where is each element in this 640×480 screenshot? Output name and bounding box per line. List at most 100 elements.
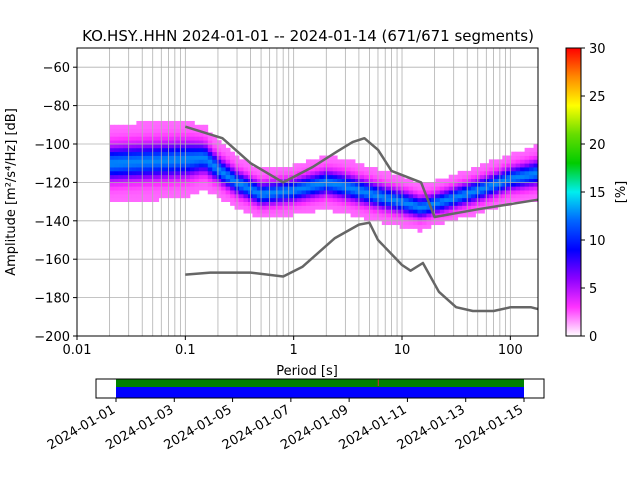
heatmap-cell	[131, 147, 137, 153]
heatmap-cell	[221, 163, 227, 168]
heatmap-cell	[520, 167, 526, 172]
heatmap-cell	[497, 201, 503, 206]
heatmap-cell	[341, 182, 347, 187]
heatmap-cell	[368, 205, 374, 210]
heatmap-cell	[332, 193, 338, 199]
heatmap-cell	[140, 144, 146, 149]
heatmap-cell	[212, 163, 218, 168]
heatmap-cell	[181, 120, 186, 126]
x-tick-label: 0.01	[63, 343, 92, 358]
heatmap-cell	[243, 167, 249, 172]
heatmap-cell	[167, 124, 173, 130]
heatmap-cell	[279, 213, 285, 218]
heatmap-cell	[328, 170, 334, 176]
heatmap-cell	[332, 170, 338, 176]
heatmap-cell	[430, 197, 436, 202]
heatmap-cell	[225, 174, 231, 179]
heatmap-cell	[243, 170, 249, 176]
heatmap-cell	[207, 136, 213, 141]
heatmap-cell	[118, 170, 124, 176]
heatmap-cell	[471, 193, 476, 199]
heatmap-cell	[408, 182, 414, 187]
heatmap-cell	[225, 193, 231, 199]
heatmap-cell	[216, 186, 222, 191]
heatmap-cell	[131, 186, 137, 191]
heatmap-cell	[484, 193, 490, 199]
heatmap-cell	[181, 132, 186, 137]
heatmap-cell	[194, 178, 200, 183]
heatmap-cell	[261, 205, 267, 210]
heatmap-cell	[404, 224, 409, 229]
heatmap-cell	[493, 178, 499, 183]
heatmap-cell	[395, 178, 401, 183]
heatmap-cell	[488, 163, 494, 168]
heatmap-cell	[328, 155, 334, 160]
heatmap-cell	[239, 201, 244, 206]
heatmap-cell	[145, 178, 151, 183]
heatmap-cell	[417, 213, 423, 218]
heatmap-cell	[310, 197, 316, 202]
heatmap-cell	[163, 182, 169, 187]
heatmap-cell	[488, 170, 494, 176]
heatmap-cell	[123, 186, 128, 191]
heatmap-cell	[154, 147, 160, 153]
heatmap-cell	[377, 213, 383, 218]
heatmap-cell	[524, 174, 530, 179]
heatmap-cell	[439, 193, 445, 199]
heatmap-cell	[207, 182, 213, 187]
heatmap-cell	[145, 167, 151, 172]
heatmap-cell	[283, 213, 289, 218]
heatmap-cell	[145, 144, 151, 149]
heatmap-cell	[136, 178, 142, 183]
heatmap-cell	[346, 201, 351, 206]
heatmap-cell	[243, 190, 249, 195]
heatmap-cell	[417, 190, 423, 195]
heatmap-cell	[310, 186, 316, 191]
heatmap-cell	[529, 178, 534, 183]
heatmap-cell	[221, 197, 227, 202]
heatmap-cell	[413, 213, 418, 218]
heatmap-cell	[123, 159, 128, 164]
heatmap-cell	[372, 213, 378, 218]
heatmap-cell	[506, 193, 512, 199]
heatmap-cell	[453, 186, 459, 191]
heatmap-cell	[136, 132, 142, 137]
heatmap-cell	[479, 167, 485, 172]
heatmap-cell	[355, 167, 360, 172]
heatmap-cell	[368, 174, 374, 179]
heatmap-cell	[212, 182, 218, 187]
heatmap-cell	[163, 190, 169, 195]
heatmap-cell	[386, 205, 392, 210]
heatmap-cell	[149, 128, 155, 133]
heatmap-cell	[194, 151, 200, 156]
heatmap-cell	[109, 151, 115, 156]
heatmap-cell	[529, 186, 534, 191]
heatmap-cell	[479, 186, 485, 191]
heatmap-cell	[413, 190, 418, 195]
heatmap-cell	[185, 147, 191, 153]
heatmap-cell	[261, 182, 267, 187]
heatmap-cell	[243, 186, 249, 191]
heatmap-cell	[176, 147, 182, 153]
heatmap-cell	[363, 190, 369, 195]
heatmap-cell	[225, 190, 231, 195]
heatmap-cell	[502, 167, 508, 172]
heatmap-cell	[189, 178, 195, 183]
heatmap-cell	[212, 159, 218, 164]
heatmap-cell	[212, 178, 218, 183]
heatmap-cell	[185, 136, 191, 141]
heatmap-cell	[167, 190, 173, 195]
heatmap-cell	[408, 186, 414, 191]
heatmap-cell	[301, 193, 307, 199]
heatmap-cell	[332, 197, 338, 202]
heatmap-cell	[511, 197, 517, 202]
heatmap-cell	[140, 163, 146, 168]
heatmap-cell	[145, 155, 151, 160]
heatmap-cell	[484, 186, 490, 191]
heatmap-cell	[109, 190, 115, 195]
heatmap-cell	[520, 197, 526, 202]
psd-coverage-bar	[116, 379, 524, 387]
heatmap-cell	[149, 190, 155, 195]
heatmap-cell	[181, 136, 186, 141]
